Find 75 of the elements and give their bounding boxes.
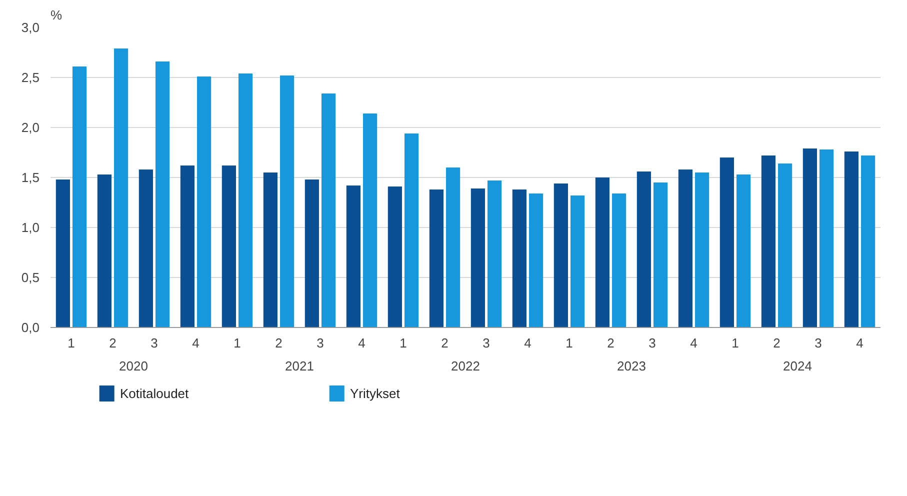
- bar: [56, 180, 70, 328]
- bar: [362, 114, 378, 328]
- bar: [528, 194, 544, 328]
- y-tick-label: 2,5: [21, 70, 40, 85]
- bar: [554, 184, 568, 328]
- bar: [612, 194, 626, 328]
- bar: [570, 196, 585, 328]
- bar: [487, 180, 502, 328]
- x-tick-label: 3: [814, 336, 822, 350]
- x-tick-label: 3: [150, 336, 158, 350]
- y-tick-label: 0,0: [21, 320, 40, 335]
- bar: [736, 174, 751, 328]
- x-tick-label: 4: [192, 336, 200, 350]
- x-tick-label: 3: [482, 336, 490, 350]
- bar: [720, 158, 734, 328]
- x-tick-label: 3: [316, 336, 324, 350]
- x-tick-label: 4: [856, 336, 864, 350]
- bar: [802, 148, 818, 328]
- y-tick-label: 2,0: [21, 120, 40, 135]
- bar: [819, 150, 834, 328]
- x-tick-label: 4: [690, 336, 698, 350]
- bar: [280, 76, 294, 328]
- bar: [778, 164, 792, 328]
- y-tick-label: 3,0: [21, 20, 40, 35]
- bar: [844, 152, 859, 328]
- bar: [196, 76, 212, 328]
- x-tick-label: 4: [358, 336, 366, 350]
- x-tick-label: 1: [732, 336, 739, 350]
- x-tick-label: 2: [607, 336, 614, 350]
- y-axis-title: %: [50, 8, 62, 22]
- bar: [429, 190, 444, 328]
- bar: [321, 94, 336, 328]
- bar: [404, 134, 419, 328]
- legend-label: Kotitaloudet: [120, 386, 190, 401]
- bar: [155, 62, 170, 328]
- bar: [388, 186, 402, 328]
- x-tick-label: 3: [648, 336, 656, 350]
- bar: [678, 170, 693, 328]
- bar: [238, 74, 253, 328]
- y-tick-label: 0,5: [21, 270, 40, 285]
- bar: [761, 156, 776, 328]
- bar: [694, 172, 710, 328]
- bar: [470, 188, 486, 328]
- x-tick-label: 1: [68, 336, 75, 350]
- y-tick-label: 1,0: [21, 220, 40, 235]
- bar: [860, 156, 876, 328]
- x-tick-label: 2: [109, 336, 116, 350]
- text: 2023: [617, 358, 646, 374]
- text: 2024: [783, 358, 812, 374]
- bar: [446, 168, 460, 328]
- bar: [180, 166, 195, 328]
- x-tick-label: 1: [400, 336, 407, 350]
- bar: [138, 170, 154, 328]
- bar: [636, 172, 652, 328]
- x-tick-label: 2: [275, 336, 282, 350]
- x-tick-label: 1: [566, 336, 573, 350]
- bar: [263, 172, 278, 328]
- text: 2022: [451, 358, 480, 374]
- bar: [653, 182, 668, 328]
- x-tick-label: 2: [441, 336, 448, 350]
- y-tick-label: 1,5: [21, 170, 40, 185]
- x-tick-label: 2: [773, 336, 780, 350]
- bar: [304, 180, 320, 328]
- bar: [97, 174, 112, 328]
- legend-label: Yritykset: [350, 386, 400, 401]
- bar: [222, 166, 236, 328]
- text: 2021: [285, 358, 314, 374]
- bar: [595, 178, 610, 328]
- bar: [346, 186, 361, 328]
- text: 2020: [119, 358, 148, 374]
- x-tick-label: 1: [234, 336, 241, 350]
- bar: [512, 190, 527, 328]
- bar: [72, 66, 87, 328]
- x-tick-label: 4: [524, 336, 532, 350]
- bar: [114, 48, 128, 328]
